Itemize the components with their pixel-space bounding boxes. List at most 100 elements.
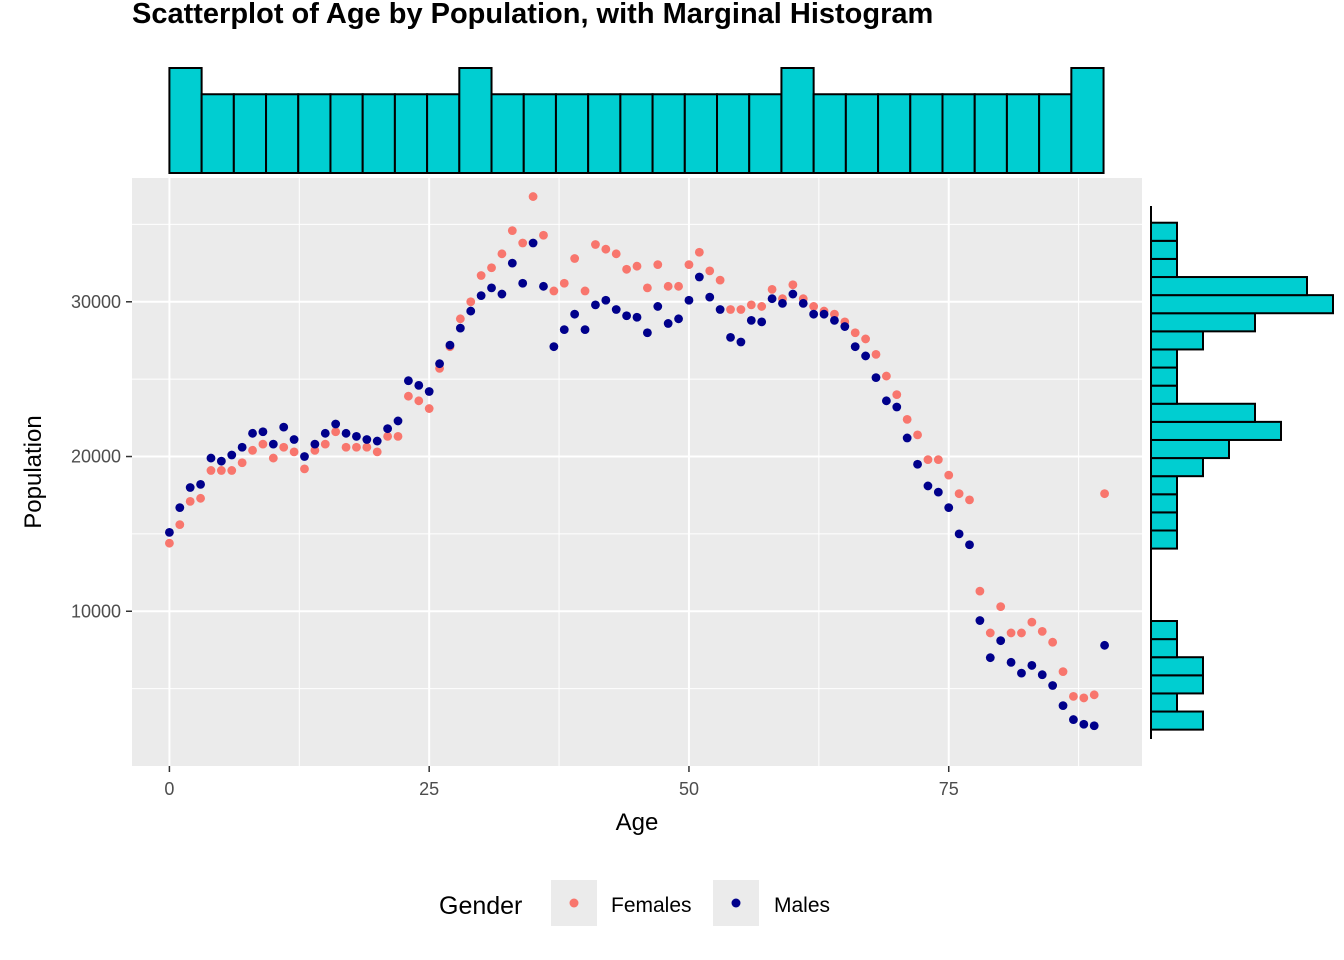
data-point-males	[881, 396, 891, 406]
x-hist-bar	[844, 93, 880, 174]
data-point-males	[1037, 670, 1047, 680]
data-point-males	[196, 479, 205, 489]
data-point-males	[591, 300, 600, 310]
data-point-females	[206, 466, 216, 475]
data-point-females	[549, 286, 559, 296]
data-point-females	[372, 447, 382, 457]
data-point-males	[518, 278, 528, 288]
data-point-males	[601, 295, 611, 305]
x-tick-label: 0	[164, 779, 174, 799]
data-point-females	[1006, 628, 1016, 638]
data-point-males	[1069, 715, 1078, 724]
data-point-females	[362, 442, 372, 452]
y-tick-label: 30000	[71, 292, 121, 312]
data-point-males	[902, 433, 912, 443]
y-hist-bar	[1150, 402, 1256, 423]
x-hist-bar	[748, 93, 783, 174]
y-hist-bar	[1150, 674, 1204, 695]
chart-title: Scatterplot of Age by Population, with M…	[132, 0, 934, 30]
data-point-females	[892, 390, 902, 400]
data-point-males	[248, 428, 257, 438]
data-point-males	[736, 337, 746, 347]
data-point-males	[622, 311, 632, 321]
data-point-males	[944, 503, 954, 512]
x-hist-bar	[619, 93, 654, 174]
data-point-males	[1058, 701, 1068, 711]
y-hist-bar	[1150, 348, 1178, 369]
data-point-males	[985, 653, 995, 663]
data-point-males	[809, 309, 819, 319]
data-point-males	[933, 487, 943, 497]
y-hist-bar	[1150, 438, 1230, 460]
data-point-females	[300, 464, 309, 474]
x-hist-bar	[973, 93, 1008, 174]
data-point-males	[258, 427, 268, 437]
data-point-males	[746, 315, 756, 325]
data-point-males	[705, 292, 715, 302]
data-point-males	[913, 459, 922, 469]
data-point-males	[455, 323, 465, 333]
data-point-females	[954, 489, 964, 499]
data-point-females	[559, 278, 569, 288]
data-point-females	[850, 328, 860, 338]
data-point-males	[497, 289, 507, 299]
data-point-females	[611, 249, 621, 259]
data-point-males	[1027, 661, 1037, 670]
series-males	[165, 238, 1109, 731]
data-point-males	[1017, 668, 1026, 678]
data-point-females	[570, 254, 580, 263]
data-point-males	[310, 439, 320, 449]
data-point-females	[539, 230, 548, 240]
y-hist-bar	[1150, 475, 1178, 496]
data-point-females	[632, 261, 642, 271]
data-point-males	[539, 281, 548, 291]
x-hist-bar	[587, 93, 622, 174]
data-point-males	[684, 295, 694, 305]
x-hist-bar	[200, 93, 235, 174]
y-hist-bar	[1150, 457, 1204, 478]
data-point-males	[788, 289, 798, 299]
data-point-females	[268, 453, 278, 463]
x-hist-bar	[265, 93, 300, 174]
marginal-x-histogram	[168, 67, 1105, 174]
data-point-females	[736, 305, 746, 314]
x-hist-bar	[554, 93, 590, 174]
data-point-females	[403, 391, 413, 401]
legend-label-females: Females	[611, 894, 692, 917]
data-point-males	[528, 238, 538, 248]
x-hist-bar	[1005, 93, 1041, 174]
y-hist-bar	[1150, 692, 1178, 713]
y-hist-bar	[1150, 511, 1178, 532]
data-point-males	[237, 442, 247, 452]
y-tick-label: 20000	[71, 447, 121, 467]
data-point-females	[881, 371, 891, 381]
data-point-males	[175, 503, 185, 512]
data-point-females	[248, 445, 257, 455]
data-point-females	[289, 447, 299, 457]
y-hist-bar	[1150, 276, 1308, 297]
series-females	[165, 192, 1109, 703]
data-point-females	[352, 442, 361, 452]
x-hist-bar	[651, 93, 686, 174]
x-hist-bar	[683, 93, 719, 174]
data-point-females	[455, 314, 465, 324]
data-point-males	[300, 452, 309, 461]
data-point-males	[476, 291, 486, 300]
x-tick-label: 50	[679, 779, 699, 799]
y-hist-bar	[1150, 710, 1204, 731]
data-point-males	[580, 325, 590, 335]
data-point-females	[996, 602, 1006, 612]
data-point-males	[1089, 721, 1099, 731]
data-point-females	[642, 283, 652, 293]
data-point-females	[830, 309, 839, 319]
data-point-males	[383, 424, 393, 434]
y-hist-bar	[1150, 330, 1204, 351]
data-point-females	[196, 493, 205, 503]
data-point-females	[1037, 626, 1047, 636]
y-hist-bar	[1150, 529, 1178, 550]
y-axis: 10000 20000 30000	[71, 292, 132, 621]
data-point-females	[1017, 628, 1026, 638]
x-tick-label: 25	[419, 779, 439, 799]
x-hist-bar	[426, 93, 461, 174]
data-point-females	[975, 586, 985, 596]
